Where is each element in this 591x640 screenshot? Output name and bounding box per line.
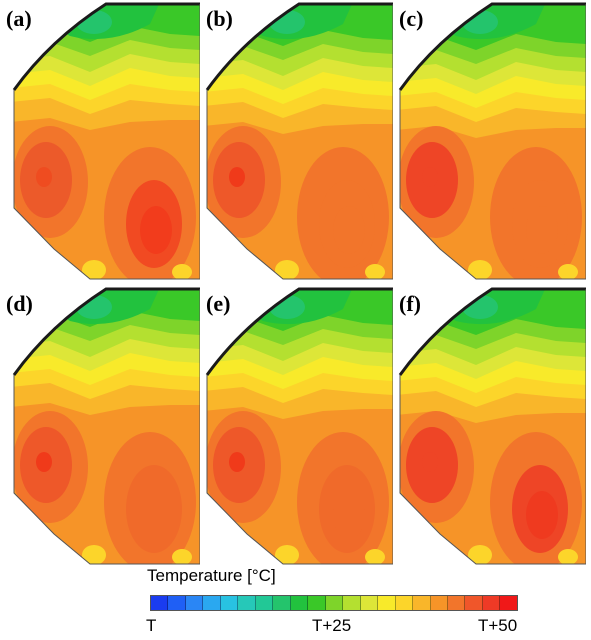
cool-spot [275,260,299,279]
wall-outline [205,2,393,91]
hot-core-left [422,167,438,187]
contour-fill [400,289,586,564]
contour-fill [14,289,200,564]
contour-panel-b: (b) [203,2,393,287]
cool-spot [82,260,106,279]
contour-panel-c: (c) [396,2,586,287]
cool-spot [468,545,492,564]
panel-label: (b) [206,6,233,31]
panel-label: (a) [6,6,32,31]
contour-panel-d: (d) [6,287,200,572]
contour-fill [207,289,393,564]
wall-outline [205,287,393,376]
temperature-contour-map [398,2,586,280]
domain-outline [13,4,200,280]
hot-core-right [140,491,172,539]
contour-fill [207,4,393,279]
hot-core-left [36,167,52,187]
cool-spot [365,264,385,279]
domain-outline [399,4,586,280]
domain-outline [399,289,586,565]
wall-outline [12,287,200,376]
hot-core-right [333,206,365,254]
temperature-contour-map [398,287,586,565]
hot-core-left [422,452,438,472]
hot-core-left [229,452,245,472]
contour-panel-f: (f) [396,287,586,572]
panel-label: (d) [6,291,33,316]
cool-spot [275,545,299,564]
domain-outline [206,289,393,565]
contour-fill [400,4,586,279]
cool-spot [468,260,492,279]
cool-spot [172,549,192,564]
cool-spot [558,264,578,279]
domain-outline [206,4,393,280]
temperature-contour-map [205,2,393,280]
cool-spot [172,264,192,279]
panel-label: (e) [206,291,231,316]
hot-core-right [140,206,172,254]
hot-core-left [229,167,245,187]
domain-outline [13,289,200,565]
hot-core-left [36,452,52,472]
wall-outline [12,2,200,91]
contour-fill [14,4,200,279]
hot-core-right [526,491,558,539]
contour-panel-e: (e) [203,287,393,572]
wall-outline [398,2,586,91]
contour-panel-a: (a) [6,2,200,287]
cool-spot [82,545,106,564]
temperature-contour-map [12,287,200,565]
temperature-contour-map [12,2,200,280]
hot-core-right [333,491,365,539]
cool-spot [558,549,578,564]
hot-core-right [526,206,558,254]
panel-label: (c) [399,6,424,31]
temperature-contour-map [205,287,393,565]
cool-spot [365,549,385,564]
panel-label: (f) [399,291,421,316]
wall-outline [398,287,586,376]
